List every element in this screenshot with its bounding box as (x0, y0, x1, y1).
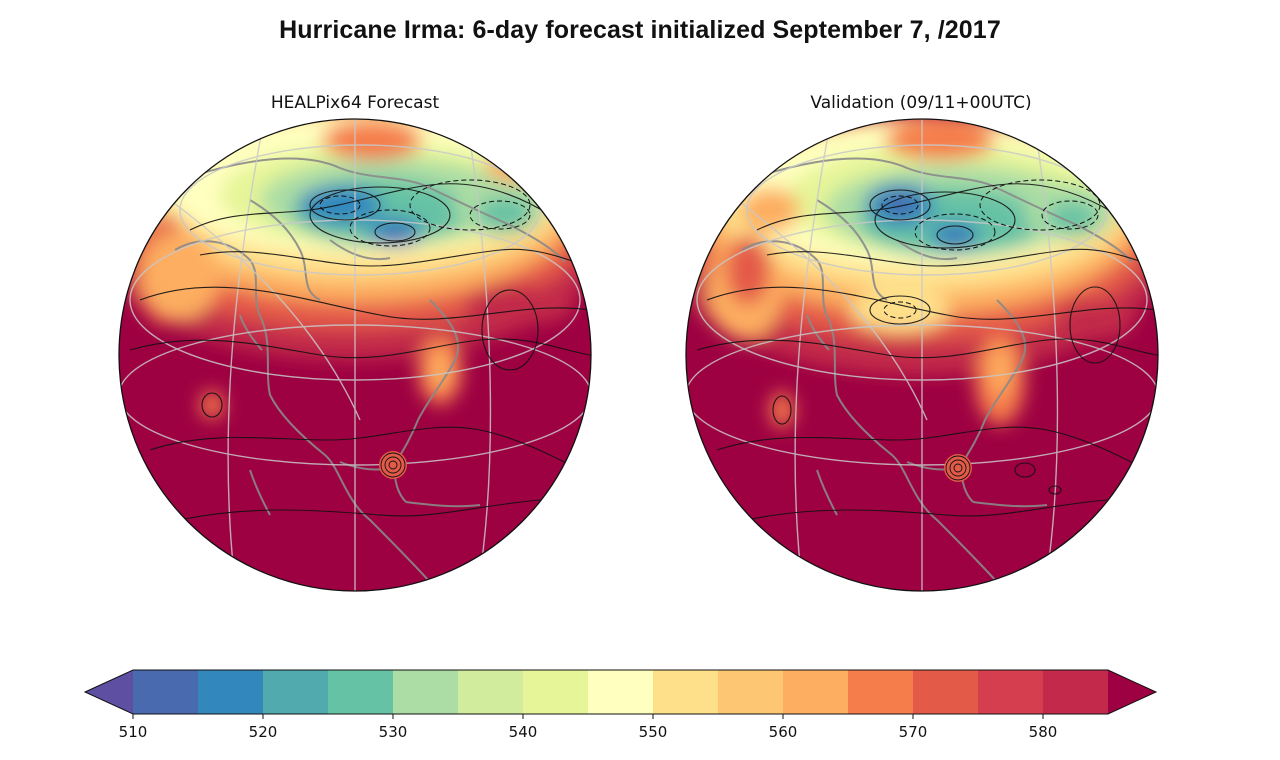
globe-validation-outline (685, 118, 1159, 592)
colorbar-segment (653, 670, 719, 714)
globe-validation (685, 118, 1159, 592)
globe-validation-contours (696, 183, 1158, 521)
colorbar-segment (913, 670, 979, 714)
colorbar-segment (458, 670, 524, 714)
colorbar-segment (783, 670, 849, 714)
colorbar-tick-label: 550 (639, 723, 668, 741)
globe-validation-dashed-contours (881, 179, 1101, 319)
globe-forecast-graticule (119, 119, 591, 591)
colorbar-tick-label: 560 (769, 723, 798, 741)
colorbar-extend-high (1108, 670, 1156, 714)
globe-forecast-contours (129, 183, 591, 521)
colorbar-segment (588, 670, 654, 714)
globe-forecast-dashed-contours (319, 179, 531, 247)
colorbar-segment (263, 670, 329, 714)
colorbar-segment (978, 670, 1044, 714)
globe-validation-hurricane-marker (944, 454, 972, 482)
figure-title: Hurricane Irma: 6-day forecast initializ… (279, 16, 1001, 44)
panel-title-forecast: HEALPix64 Forecast (270, 93, 440, 113)
globe-forecast (118, 118, 592, 592)
colorbar-tick-label: 570 (899, 723, 928, 741)
colorbar-extend-low (85, 670, 133, 714)
globe-validation-coastlines (741, 157, 1133, 583)
colorbar-segment (1043, 670, 1109, 714)
colorbar-tick-label: 580 (1029, 723, 1058, 741)
globe-validation-graticule (686, 119, 1158, 591)
colorbar-tick-label: 540 (509, 723, 538, 741)
colorbar-segment (848, 670, 914, 714)
colorbar-segment (328, 670, 394, 714)
colorbar-segment (198, 670, 264, 714)
globe-forecast-hurricane-marker (379, 451, 407, 479)
colorbar-tick-label: 530 (379, 723, 408, 741)
colorbar-segment (133, 670, 199, 714)
colorbar-segment (718, 670, 784, 714)
colorbar-tick-label: 520 (249, 723, 278, 741)
globe-forecast-outline (118, 118, 592, 592)
colorbar-tick-label: 510 (119, 723, 148, 741)
colorbar-segment (393, 670, 459, 714)
colorbar-segment (523, 670, 589, 714)
panel-title-validation: Validation (09/11+00UTC) (810, 93, 1032, 113)
